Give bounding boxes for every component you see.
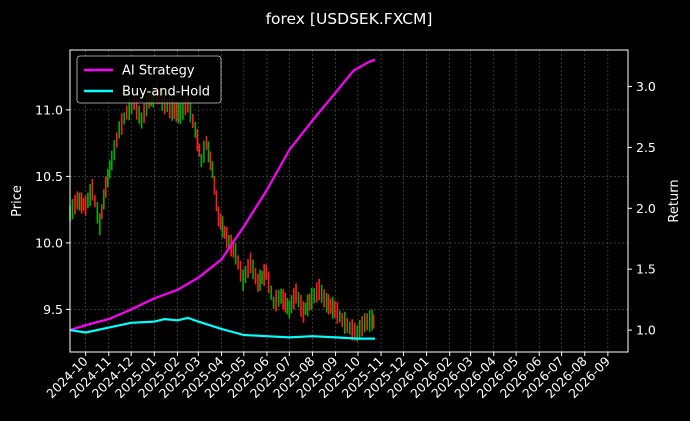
y-left-tick-label: 10.0	[35, 235, 63, 250]
y-left-tick-label: 9.5	[43, 302, 63, 317]
chart-title: forex [USDSEK.FXCM]	[266, 10, 433, 28]
y-right-tick-label: 3.0	[636, 79, 656, 94]
y-right-tick-label: 2.0	[636, 201, 656, 216]
y-right-tick-label: 1.5	[636, 262, 656, 277]
series-line-ai-strategy	[69, 58, 376, 332]
return-series	[69, 58, 376, 340]
y-right-tick-label: 2.5	[636, 140, 656, 155]
legend: AI Strategy Buy-and-Hold	[76, 55, 222, 104]
y-left-tick-label: 11.0	[35, 102, 63, 117]
y-axis-right-label: Return	[667, 179, 682, 222]
legend-label: AI Strategy	[122, 64, 195, 79]
y-left-tick-label: 10.5	[35, 169, 63, 184]
plot-frame	[69, 49, 629, 353]
y-right-tick-label: 1.0	[636, 323, 656, 338]
series-line-buy-and-hold	[69, 316, 376, 340]
legend-label: Buy-and-Hold	[122, 85, 210, 100]
y-axis-left-label: Price	[10, 185, 25, 217]
